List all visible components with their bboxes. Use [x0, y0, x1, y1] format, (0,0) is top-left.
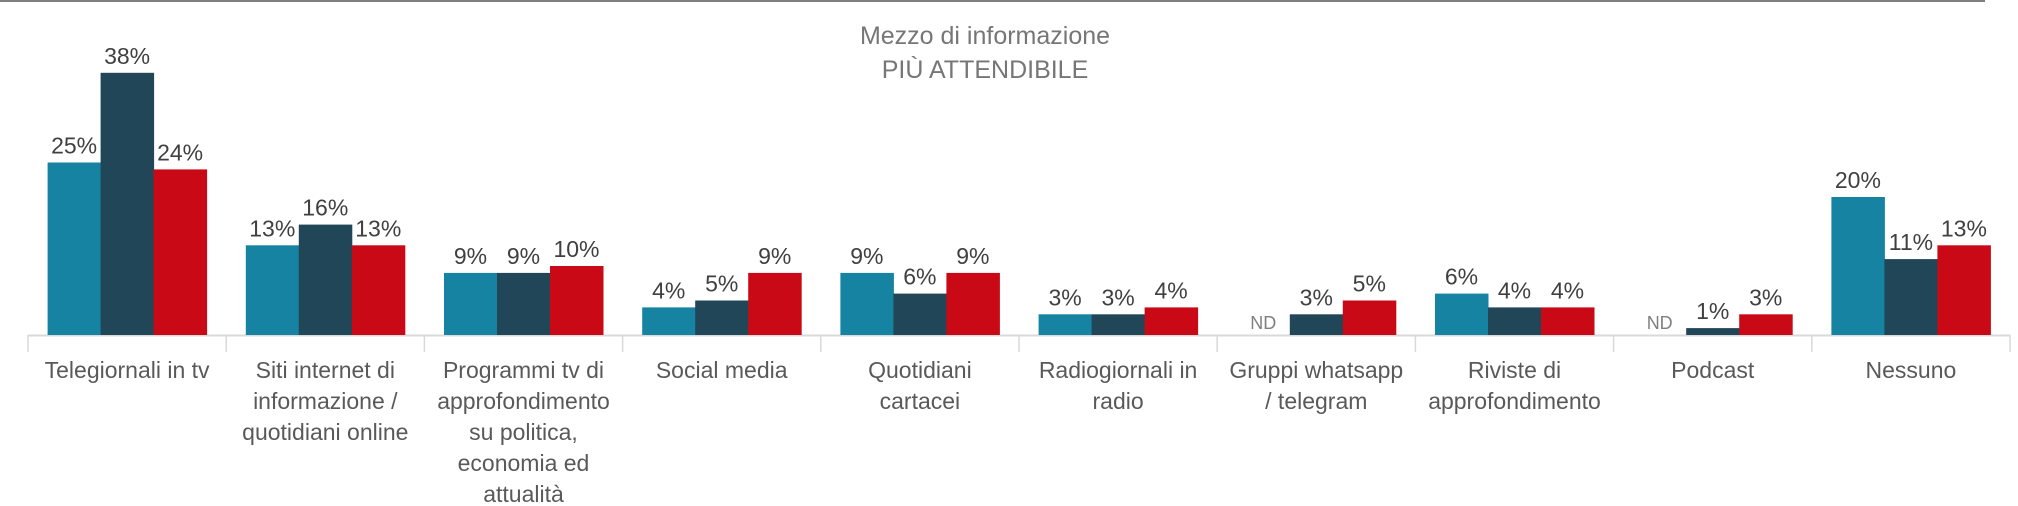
bar-series-3	[1342, 300, 1397, 335]
bar-series-1	[1831, 197, 1885, 335]
category-label: economia ed	[458, 450, 590, 476]
data-label: 13%	[1941, 215, 1987, 241]
bar-series-1	[245, 245, 300, 335]
category-label: Gruppi whatsapp	[1229, 357, 1403, 383]
data-label: 5%	[705, 271, 738, 297]
data-label: 13%	[249, 215, 295, 241]
bar-series-3	[946, 272, 1000, 335]
data-label: 9%	[850, 243, 883, 269]
data-label: 4%	[1551, 277, 1584, 303]
category-label: Podcast	[1671, 357, 1755, 383]
bar-series-2	[298, 224, 353, 335]
category-label: Riviste di	[1468, 357, 1561, 383]
data-label: 16%	[302, 195, 348, 221]
chart-title-line-1: Mezzo di informazione	[860, 22, 1110, 50]
data-label: 9%	[758, 243, 791, 269]
data-label-missing: ND	[1647, 313, 1673, 333]
bar-series-3	[351, 245, 406, 335]
data-label: 1%	[1696, 298, 1729, 324]
data-label: 6%	[903, 264, 936, 290]
data-label: 11%	[1889, 229, 1933, 255]
bar-series-1	[1435, 293, 1489, 335]
bar-series-1	[642, 307, 696, 335]
category-label: Nessuno	[1866, 357, 1957, 383]
bar-series-3	[1937, 245, 1991, 335]
data-label: 3%	[1300, 284, 1333, 310]
category-label: Quotidiani	[868, 357, 972, 383]
data-label: 9%	[507, 243, 540, 269]
data-label: 20%	[1835, 167, 1881, 193]
data-label: 6%	[1445, 264, 1478, 290]
category-label: Telegiornali in tv	[45, 357, 210, 383]
bar-series-2	[100, 72, 155, 336]
data-label: 4%	[1154, 277, 1187, 303]
data-label: 13%	[355, 215, 401, 241]
bar-series-2	[695, 300, 749, 335]
data-label: 9%	[956, 243, 989, 269]
bar-series-1	[1038, 314, 1093, 335]
bar-series-2	[893, 293, 947, 335]
bar-series-2	[1884, 259, 1938, 335]
category-label: / telegram	[1265, 388, 1367, 414]
category-label: cartacei	[880, 388, 961, 414]
bar-series-3	[153, 169, 208, 335]
bar-series-3	[748, 272, 802, 335]
bar-series-1	[47, 162, 102, 335]
data-label: 24%	[157, 139, 203, 165]
category-label: attualità	[483, 481, 564, 506]
data-label: 3%	[1101, 284, 1134, 310]
bar-series-2	[1091, 314, 1146, 335]
category-label: approfondimento	[1428, 388, 1601, 414]
category-label: Siti internet di	[256, 357, 395, 383]
category-label: Radiogiornali in	[1039, 357, 1198, 383]
bar-series-2	[1686, 328, 1740, 335]
bar-series-1	[840, 272, 894, 335]
bar-series-3	[550, 266, 604, 335]
bar-series-3	[1739, 314, 1793, 335]
data-label: 4%	[652, 277, 685, 303]
data-label: 9%	[454, 243, 487, 269]
chart-title-line-2: PIÙ ATTENDIBILE	[882, 55, 1089, 84]
data-label: 3%	[1749, 284, 1782, 310]
data-label: 3%	[1048, 284, 1081, 310]
bar-series-3	[1144, 307, 1199, 335]
category-label: quotidiani online	[242, 419, 408, 445]
category-label: approfondimento	[437, 388, 610, 414]
bar-series-2	[1289, 314, 1344, 335]
data-label: 4%	[1498, 277, 1531, 303]
category-label: Programmi tv di	[443, 357, 604, 383]
bar-series-3	[1541, 307, 1595, 335]
category-label: Social media	[656, 357, 788, 383]
category-label: informazione /	[253, 388, 398, 414]
data-label: 25%	[51, 133, 97, 159]
bar-series-2	[497, 272, 551, 335]
bar-series-1	[444, 272, 498, 335]
bar-series-2	[1488, 307, 1542, 335]
category-label: su politica,	[469, 419, 578, 445]
data-label: 5%	[1353, 271, 1386, 297]
data-label: 38%	[104, 43, 150, 69]
data-label-missing: ND	[1250, 313, 1276, 333]
data-label: 10%	[553, 236, 599, 262]
category-label: radio	[1093, 388, 1144, 414]
